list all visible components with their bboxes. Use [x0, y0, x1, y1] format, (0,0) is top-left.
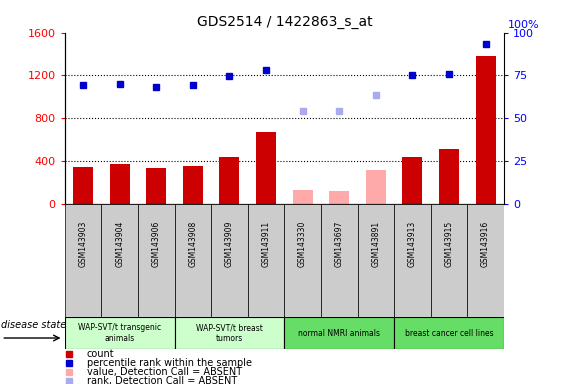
Bar — [293, 190, 312, 204]
Bar — [220, 157, 239, 204]
Text: breast cancer cell lines: breast cancer cell lines — [405, 329, 493, 338]
Bar — [403, 157, 422, 204]
Bar — [256, 132, 276, 204]
Bar — [110, 164, 129, 204]
Text: GSM143891: GSM143891 — [372, 220, 380, 266]
Text: GSM143906: GSM143906 — [152, 220, 160, 267]
Text: GSM143916: GSM143916 — [481, 220, 490, 267]
Bar — [439, 149, 459, 204]
Text: 100%: 100% — [508, 20, 540, 30]
Bar — [394, 204, 431, 317]
Text: count: count — [87, 349, 114, 359]
Text: GSM143909: GSM143909 — [225, 220, 234, 267]
Text: GSM143330: GSM143330 — [298, 220, 307, 267]
Text: WAP-SVT/t transgenic
animals: WAP-SVT/t transgenic animals — [78, 323, 161, 343]
Bar — [73, 167, 93, 204]
Bar — [175, 204, 211, 317]
Bar — [321, 204, 358, 317]
Text: rank, Detection Call = ABSENT: rank, Detection Call = ABSENT — [87, 376, 237, 384]
Text: normal NMRI animals: normal NMRI animals — [298, 329, 380, 338]
Text: GSM143908: GSM143908 — [189, 220, 197, 267]
Bar — [467, 204, 504, 317]
Bar — [101, 204, 138, 317]
Bar — [358, 204, 394, 317]
Bar — [394, 317, 504, 349]
Bar — [175, 317, 284, 349]
Bar — [366, 170, 386, 204]
Text: GSM143903: GSM143903 — [79, 220, 87, 267]
Text: GSM143915: GSM143915 — [445, 220, 453, 267]
Bar — [138, 204, 175, 317]
Bar — [284, 204, 321, 317]
Text: WAP-SVT/t breast
tumors: WAP-SVT/t breast tumors — [196, 323, 263, 343]
Bar — [284, 317, 394, 349]
Bar — [329, 191, 349, 204]
Text: percentile rank within the sample: percentile rank within the sample — [87, 358, 252, 368]
Text: value, Detection Call = ABSENT: value, Detection Call = ABSENT — [87, 367, 242, 377]
Bar — [183, 166, 203, 204]
Bar — [146, 168, 166, 204]
Title: GDS2514 / 1422863_s_at: GDS2514 / 1422863_s_at — [196, 15, 372, 29]
Text: GSM143697: GSM143697 — [335, 220, 343, 267]
Text: disease state: disease state — [1, 320, 66, 330]
Bar — [431, 204, 467, 317]
Bar — [248, 204, 284, 317]
Text: GSM143911: GSM143911 — [262, 220, 270, 266]
Bar — [65, 317, 175, 349]
Bar — [65, 204, 101, 317]
Text: GSM143904: GSM143904 — [115, 220, 124, 267]
Bar — [211, 204, 248, 317]
Bar — [476, 56, 495, 204]
Text: GSM143913: GSM143913 — [408, 220, 417, 267]
